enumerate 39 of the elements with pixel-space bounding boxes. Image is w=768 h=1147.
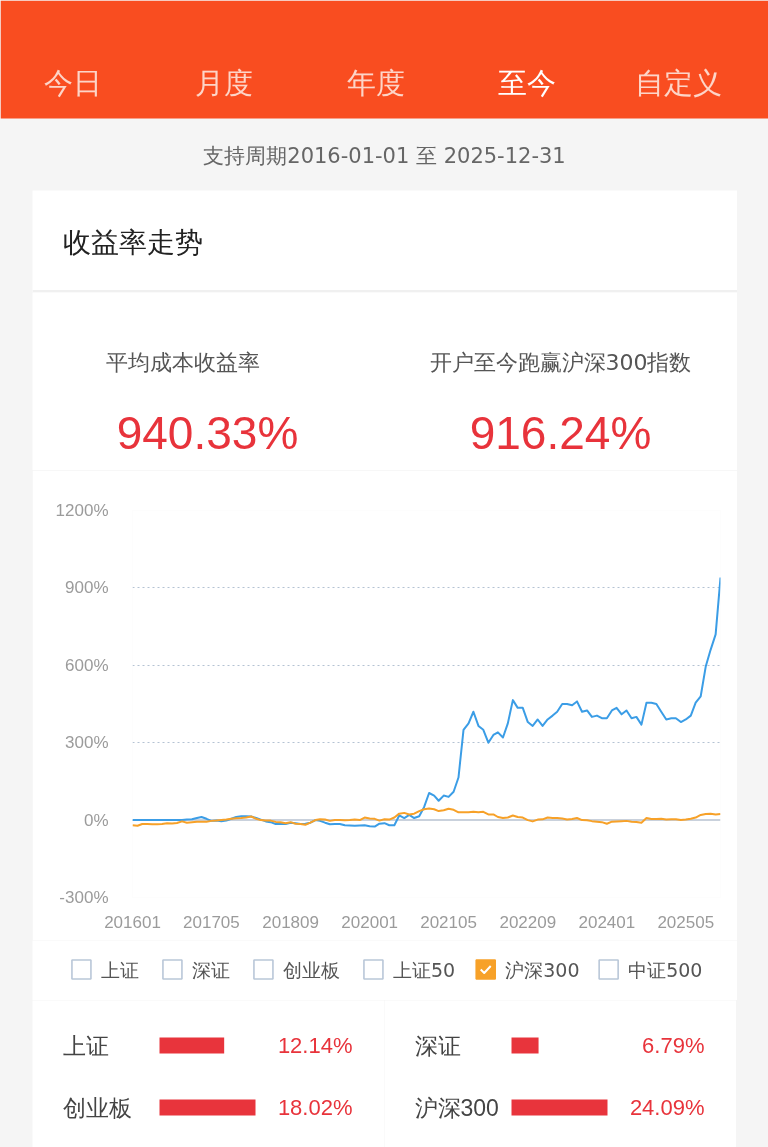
legend-label: 创业板 bbox=[282, 958, 340, 981]
text: 940.33% bbox=[116, 406, 299, 459]
x-tick-label: 202209 bbox=[499, 912, 557, 932]
text: 916.24% bbox=[469, 406, 652, 459]
legend-label: 中证500 bbox=[628, 958, 703, 981]
text: 至今 bbox=[498, 65, 556, 100]
data-label: 24.09% bbox=[629, 1095, 705, 1120]
y-tick-label: 上证 bbox=[62, 1032, 109, 1059]
x-tick-label: 202105 bbox=[420, 912, 477, 932]
x-tick-label: 201601 bbox=[104, 912, 161, 932]
line-series bbox=[132, 807, 721, 827]
text: 今日 bbox=[43, 65, 102, 100]
legend-label: 上证50 bbox=[392, 958, 456, 981]
x-tick-label: 201705 bbox=[183, 912, 240, 932]
data-label: 18.02% bbox=[277, 1095, 353, 1120]
text: 自定义 bbox=[635, 65, 722, 100]
y-tick-label: 0% bbox=[83, 810, 109, 830]
data-label: 6.79% bbox=[642, 1033, 705, 1058]
y-tick-label: 创业板 bbox=[62, 1094, 132, 1121]
text: 开户至今跑赢沪深300指数 bbox=[429, 350, 692, 375]
x-tick-label: 202401 bbox=[578, 912, 636, 932]
text: 月度 bbox=[195, 65, 253, 100]
chart-title: 收益率走势 bbox=[62, 226, 203, 259]
text: 平均成本收益率 bbox=[105, 350, 260, 375]
legend-label: 上证 bbox=[100, 958, 139, 981]
legend-label: 沪深300 bbox=[505, 958, 580, 981]
legend-label: 深证 bbox=[191, 958, 230, 981]
x-tick-label: 202505 bbox=[657, 912, 715, 932]
data-label: 12.14% bbox=[277, 1033, 353, 1058]
x-tick-label: 201809 bbox=[262, 912, 319, 932]
y-tick-label: -300% bbox=[59, 888, 109, 907]
x-tick-label: 202001 bbox=[341, 912, 399, 932]
y-tick-label: 900% bbox=[65, 578, 109, 598]
y-tick-label: 1200% bbox=[55, 501, 109, 520]
line-series bbox=[132, 576, 721, 828]
y-tick-label: 300% bbox=[65, 733, 109, 753]
y-tick-label: 600% bbox=[65, 655, 109, 675]
text: 年度 bbox=[346, 65, 405, 100]
chart-subtitle: 支持周期2016-01-01 至 2025-12-31 bbox=[203, 143, 566, 168]
